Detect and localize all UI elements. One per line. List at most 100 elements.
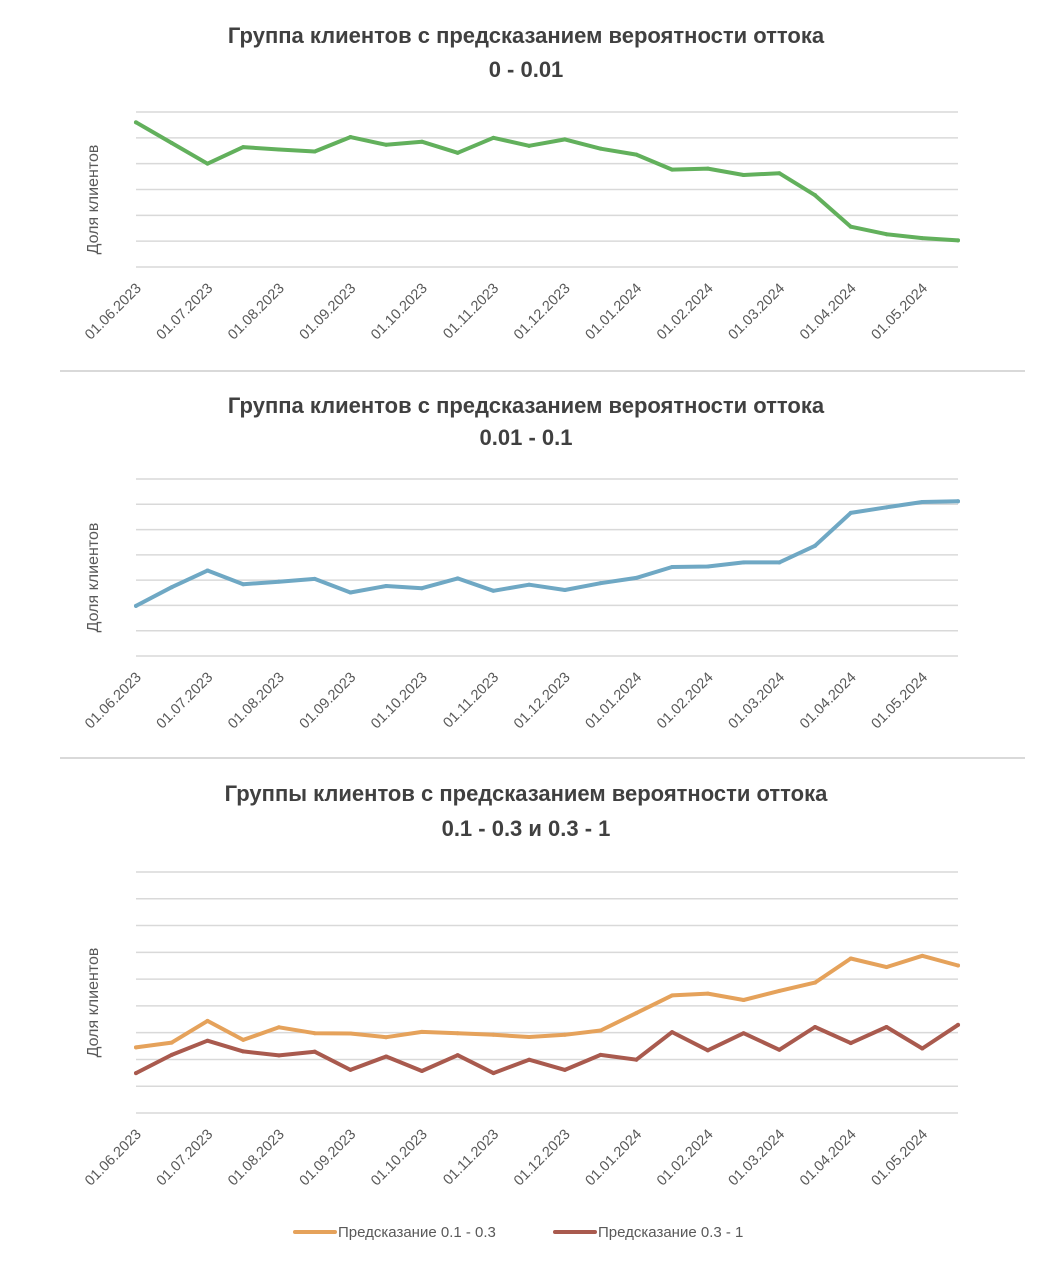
chart-3: Группы клиентов с предсказанием вероятно… [82,781,960,1241]
data-point [777,171,782,176]
x-tick-label: 01.12.2023 [511,670,574,733]
data-point [134,1071,138,1076]
x-tick-label: 01.11.2023 [440,281,502,343]
data-point [134,120,138,125]
chart-title: Группа клиентов с предсказанием вероятно… [228,393,825,418]
data-point [670,564,675,569]
x-tick-label: 01.01.2024 [583,281,646,344]
data-point [813,543,818,548]
data-point [241,582,246,587]
series-line-1 [134,120,960,243]
chart-2: Группа клиентов с предсказанием вероятно… [82,393,960,732]
data-point [276,579,281,584]
data-point [384,142,389,147]
data-point [384,583,389,588]
data-point [205,161,210,166]
data-point [527,1034,532,1039]
data-point [705,1048,710,1053]
data-point [813,193,818,198]
data-point [491,1071,496,1076]
data-point [348,1067,353,1072]
x-tick-label: 01.06.2023 [82,281,145,344]
data-point [598,146,603,151]
data-point [312,149,317,154]
data-point [348,135,353,140]
data-point [670,167,675,172]
series-line-2 [134,1022,960,1076]
x-tick-label: 01.10.2023 [368,1127,431,1190]
data-point [455,1053,460,1058]
data-point [777,560,782,565]
x-tick-label: 01.03.2024 [725,281,788,344]
data-point [598,581,603,586]
data-point [169,1052,174,1057]
x-tick-label: 01.11.2023 [440,670,502,732]
data-point [384,1054,389,1059]
data-point [384,1035,389,1040]
x-tick-label: 01.09.2023 [297,1127,360,1190]
data-point [276,1053,281,1058]
data-point [134,1045,138,1050]
data-point [813,1025,818,1030]
data-point [741,1031,746,1036]
data-point [920,500,925,505]
y-axis-label: Доля клиентов [85,948,102,1058]
data-point [169,1040,174,1045]
x-tick-label: 01.12.2023 [511,1127,574,1190]
data-point [169,141,174,145]
x-tick-label: 01.05.2024 [868,670,931,733]
data-point [956,238,960,243]
data-point [419,1029,424,1034]
legend-item-1: Предсказание 0.1 - 0.3 [293,1224,496,1241]
data-point [169,585,174,590]
series-line-1 [134,953,960,1050]
data-point [884,505,889,510]
series-line-1 [134,499,960,608]
data-point [562,137,567,142]
data-point [527,143,532,148]
data-point [705,991,710,996]
data-point [634,575,639,580]
data-point [813,980,818,985]
data-point [634,152,639,157]
x-tick-label: 01.03.2024 [725,1127,788,1190]
x-tick-label: 01.01.2024 [583,670,646,733]
x-tick-label: 01.12.2023 [511,281,574,344]
x-tick-label: 01.04.2024 [797,670,860,733]
data-point [670,993,675,998]
data-point [741,173,746,178]
chart-title: Группа клиентов с предсказанием вероятно… [228,23,825,48]
data-point [741,997,746,1002]
x-tick-label: 01.02.2024 [654,670,717,733]
data-point [276,1025,281,1030]
data-point [634,1011,639,1016]
data-point [527,582,532,587]
x-tick-label: 01.01.2024 [583,1127,646,1190]
x-tick-label: 01.08.2023 [225,1127,288,1190]
data-point [777,988,782,993]
data-point [956,963,960,968]
x-tick-label: 01.02.2024 [654,1127,717,1190]
data-point [312,1031,317,1036]
x-tick-label: 01.09.2023 [297,670,360,733]
data-point [419,586,424,591]
chart-1: Группа клиентов с предсказанием вероятно… [82,23,960,343]
x-tick-label: 01.08.2023 [225,670,288,733]
data-point [920,953,925,958]
data-point [312,1049,317,1054]
data-point [419,1068,424,1073]
x-tick-label: 01.03.2024 [725,670,788,733]
data-point [956,1022,960,1027]
x-tick-label: 01.06.2023 [82,1127,145,1190]
data-point [884,1025,889,1030]
data-point [848,510,853,515]
x-tick-label: 01.07.2023 [154,1127,217,1190]
x-tick-label: 01.07.2023 [154,670,217,733]
x-tick-label: 01.06.2023 [82,670,145,733]
x-tick-label: 01.08.2023 [225,281,288,344]
data-point [241,1049,246,1054]
legend-label: Предсказание 0.3 - 1 [598,1224,743,1241]
data-point [419,139,424,144]
chart-title: Группы клиентов с предсказанием вероятно… [225,781,828,806]
data-point [884,965,889,970]
